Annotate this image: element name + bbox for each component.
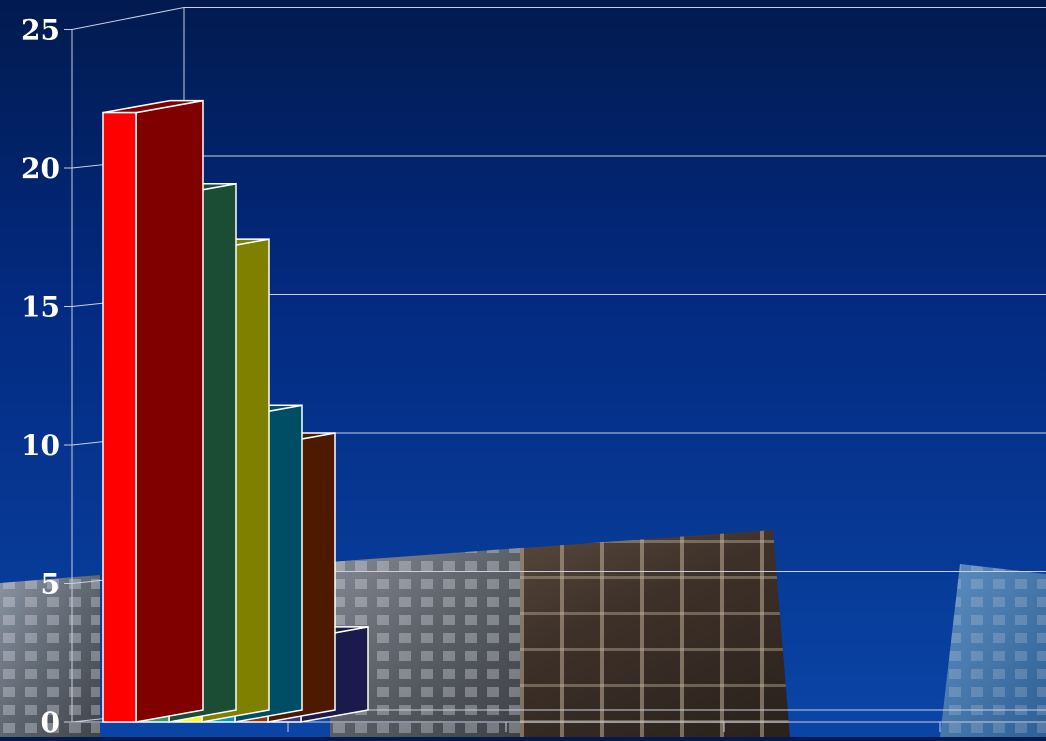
bar-side: [135, 99, 204, 723]
y-tick-label: 0: [41, 706, 60, 737]
y-tick-label: 10: [21, 429, 60, 462]
y-tick-label: 20: [21, 152, 60, 185]
gridline-side: [71, 7, 185, 30]
bar: [102, 99, 204, 723]
y-tick-labels: 0 5 10 15 20 25: [21, 14, 60, 740]
y-tick-label: 5: [41, 568, 60, 601]
bar-front: [102, 111, 137, 723]
chart-bars: [102, 99, 369, 723]
background-photos: [0, 530, 1046, 737]
y-tick-label: 15: [21, 291, 60, 324]
y-tick-label: 25: [21, 14, 60, 47]
